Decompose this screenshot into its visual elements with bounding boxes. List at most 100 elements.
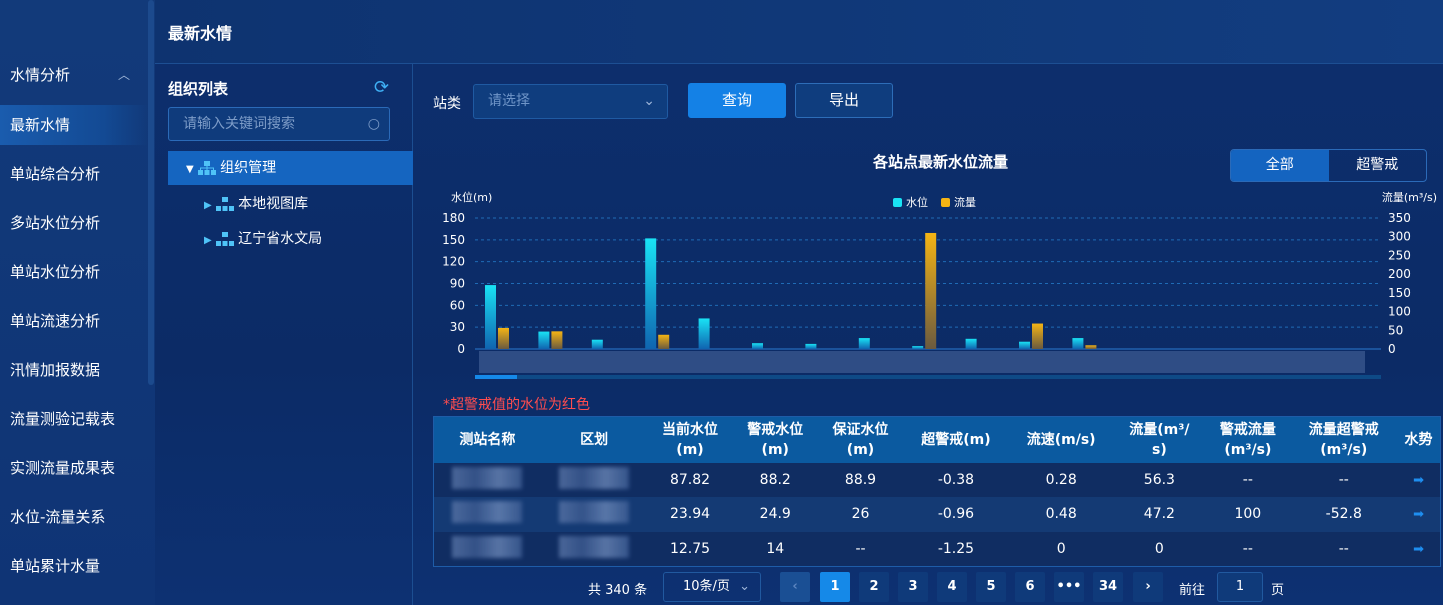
header-line: (m³/s) (1320, 441, 1368, 458)
bar-water-level[interactable] (1072, 338, 1084, 349)
legend-label[interactable]: 水位 (906, 195, 928, 209)
header-line: 流量(m³/ (1129, 421, 1190, 438)
org-icon (216, 197, 235, 211)
pagination: 共 340 条 10条/页 ⌄ ‹ 1 2 3 4 5 6 ••• 34 › 前往 1 页 (413, 572, 1443, 602)
y-tick-label: 180 (442, 211, 465, 225)
bar-flow[interactable] (925, 232, 937, 349)
table-cell: 47.2 (1113, 497, 1206, 532)
filter-toggle: 全部 超警戒 (1230, 149, 1427, 182)
sidebar-scrollbar[interactable] (148, 0, 154, 385)
toggle-over-warning[interactable]: 超警戒 (1356, 157, 1399, 173)
table-row[interactable]: 12.75 14 -- -1.25 0 0 -- -- ➡ (433, 531, 1441, 566)
sidebar-item[interactable]: 单站水位分析 (10, 263, 101, 281)
bar-water-level[interactable] (591, 339, 603, 349)
table-row[interactable]: 23.94 24.9 26 -0.96 0.48 47.2 100 -52.8 ➡ (433, 497, 1441, 532)
bar-water-level[interactable] (752, 343, 763, 349)
page-button[interactable]: 34 (1093, 572, 1123, 602)
header-line: (m) (846, 441, 875, 458)
table-row[interactable]: 87.82 88.2 88.9 -0.38 0.28 56.3 -- -- ➡ (433, 462, 1441, 497)
bar-water-level[interactable] (912, 346, 924, 349)
header: 最新水情 (155, 0, 1443, 64)
header-line: 水势 (1404, 431, 1433, 448)
sidebar-group-water-analysis[interactable]: 水情分析 ︿ (0, 55, 148, 95)
bar-flow[interactable] (1032, 323, 1043, 349)
legend-label[interactable]: 流量 (954, 195, 976, 209)
redacted-text (452, 501, 523, 524)
header-line: 警戒流量 (1219, 421, 1276, 438)
select-placeholder: 请选择 (488, 93, 530, 109)
bar-water-level[interactable] (858, 338, 870, 349)
y2-tick-label: 250 (1388, 248, 1411, 262)
arrow-right-icon[interactable]: ➡ (1413, 541, 1424, 557)
bar-water-level[interactable] (538, 331, 550, 349)
bar-flow[interactable] (658, 334, 670, 349)
org-tree-panel: 组织列表 ⟳ 请输入关键词搜索 ○ ▼ 组织管理 ▶ 本地视图库 ▶ 辽宁省水文局 (155, 64, 413, 605)
y2-tick-label: 50 (1388, 323, 1403, 337)
page-button[interactable]: 1 (820, 572, 850, 602)
sidebar-item[interactable]: 实测流量成果表 (10, 459, 116, 477)
chevron-up-icon: ︿ (117, 68, 130, 82)
data-zoom-handle[interactable] (475, 375, 517, 379)
export-button[interactable]: 导出 (795, 83, 893, 118)
tree-node-root[interactable]: ▼ 组织管理 (168, 151, 413, 185)
bar-water-level[interactable] (805, 343, 817, 349)
bar-water-level[interactable] (1019, 341, 1030, 349)
page-button[interactable]: 4 (937, 572, 967, 602)
refresh-icon[interactable]: ⟳ (374, 77, 390, 98)
goto-page-input[interactable]: 1 (1217, 572, 1263, 602)
page-button[interactable]: 6 (1015, 572, 1045, 602)
page-button[interactable]: 5 (976, 572, 1006, 602)
search-icon[interactable]: ○ (367, 116, 380, 132)
data-zoom-slider[interactable] (475, 375, 1381, 379)
bar-flow[interactable] (551, 331, 563, 349)
bar-flow[interactable] (1085, 345, 1097, 349)
page-button[interactable]: 2 (859, 572, 889, 602)
sidebar-item[interactable]: 流量测验记载表 (10, 410, 116, 428)
page-button[interactable]: 3 (898, 572, 928, 602)
station-name-cell (433, 497, 541, 532)
table-cell: -1.25 (903, 531, 1009, 566)
caret-right-icon[interactable]: ▶ (204, 235, 212, 246)
bar-water-level[interactable] (965, 338, 977, 349)
tree-node-child[interactable]: ▶ 辽宁省水文局 (168, 222, 413, 256)
bar-water-level[interactable] (645, 238, 657, 349)
header-line: (m³/s) (1224, 441, 1272, 458)
sidebar-item[interactable]: 最新水情 (0, 105, 148, 145)
sidebar-item[interactable]: 多站水位分析 (10, 214, 101, 232)
arrow-right-icon[interactable]: ➡ (1413, 472, 1424, 488)
column-header: 警戒流量 (m³/s) (1205, 416, 1291, 463)
tree-search-input[interactable]: 请输入关键词搜索 ○ (168, 107, 390, 141)
toggle-all[interactable]: 全部 (1231, 150, 1329, 181)
sidebar-item[interactable]: 单站流速分析 (10, 312, 101, 330)
bar-water-level[interactable] (485, 285, 496, 349)
sidebar-item[interactable]: 汛情加报数据 (10, 361, 101, 379)
table-cell: 88.2 (732, 462, 818, 497)
sidebar-item[interactable]: 单站综合分析 (10, 165, 101, 183)
next-page-button[interactable]: › (1133, 572, 1163, 602)
station-type-label: 站类 (433, 96, 461, 112)
table-cell: 56.3 (1113, 462, 1206, 497)
header-line: (m) (761, 441, 789, 458)
caret-down-icon[interactable]: ▼ (186, 164, 194, 175)
prev-page-button[interactable]: ‹ (780, 572, 810, 602)
chevron-down-icon: ⌄ (643, 93, 655, 109)
query-button[interactable]: 查询 (688, 83, 786, 118)
arrow-right-icon[interactable]: ➡ (1413, 507, 1424, 523)
header-line: 流速(m/s) (1026, 431, 1096, 448)
table-cell: 26 (817, 497, 904, 532)
page-size-select[interactable]: 10条/页 ⌄ (663, 572, 761, 602)
station-type-select[interactable]: 请选择 ⌄ (473, 84, 668, 119)
water-flow-chart: 0 30 60 90 120 150 180 0 50 100 150 200 250 300 350 水位(… (442, 190, 1437, 379)
station-table: 测站名称 区划 当前水位 (m) 警戒水位 (m) 保证水位 (m) 超警戒(m) 流速(m/s)… (433, 416, 1441, 567)
y2-tick-label: 100 (1388, 305, 1411, 319)
region-cell (540, 462, 648, 497)
page-button[interactable]: ••• (1054, 572, 1084, 602)
bar-water-level[interactable] (698, 318, 710, 349)
column-header: 流量(m³/s) (1113, 416, 1206, 463)
tree-node-child[interactable]: ▶ 本地视图库 (168, 187, 413, 221)
caret-right-icon[interactable]: ▶ (204, 200, 212, 211)
sidebar-item[interactable]: 单站累计水量 (10, 557, 101, 575)
y2-tick-label: 0 (1388, 342, 1396, 356)
sidebar-item[interactable]: 水位-流量关系 (10, 508, 106, 526)
bar-flow[interactable] (498, 327, 509, 349)
